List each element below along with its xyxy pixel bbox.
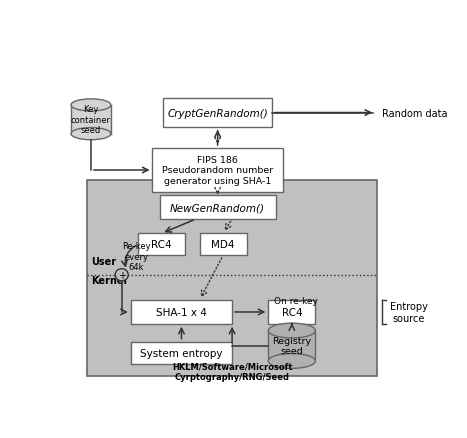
Text: HKLM/Software/Microsoft
Cyrptography/RNG/Seed: HKLM/Software/Microsoft Cyrptography/RNG… xyxy=(172,362,292,381)
Text: User: User xyxy=(91,257,116,267)
Text: Kernel: Kernel xyxy=(91,276,127,285)
Text: NewGenRandom(): NewGenRandom() xyxy=(170,203,265,213)
Bar xyxy=(269,331,315,361)
Bar xyxy=(269,300,315,324)
Bar xyxy=(131,300,232,324)
Bar xyxy=(138,234,185,256)
Text: On re-key: On re-key xyxy=(274,296,318,305)
Text: Key
container
seed: Key container seed xyxy=(71,105,111,135)
Ellipse shape xyxy=(269,354,315,368)
Text: SHA-1 x 4: SHA-1 x 4 xyxy=(156,307,207,317)
Ellipse shape xyxy=(71,128,111,141)
Circle shape xyxy=(115,269,128,281)
Bar xyxy=(163,99,272,127)
Bar xyxy=(71,106,111,134)
Text: FIPS 186
Pseudorandom number
generator using SHA-1: FIPS 186 Pseudorandom number generator u… xyxy=(162,156,273,185)
Bar xyxy=(199,234,247,256)
Text: Registry
seed: Registry seed xyxy=(272,336,311,356)
Text: +: + xyxy=(118,270,126,280)
Bar xyxy=(153,148,283,193)
Text: RC4: RC4 xyxy=(282,307,302,317)
Text: System entropy: System entropy xyxy=(140,348,223,358)
Ellipse shape xyxy=(269,323,315,338)
Text: Entropy
source: Entropy source xyxy=(389,301,427,323)
Text: CryptGenRandom(): CryptGenRandom() xyxy=(167,108,268,118)
Text: Re-key
every
64k: Re-key every 64k xyxy=(122,242,150,272)
Bar xyxy=(131,342,232,364)
Bar xyxy=(87,181,377,376)
Text: MD4: MD4 xyxy=(211,240,235,250)
Ellipse shape xyxy=(71,99,111,112)
Text: Random data: Random data xyxy=(382,108,448,118)
Bar xyxy=(160,196,276,219)
Text: RC4: RC4 xyxy=(151,240,172,250)
